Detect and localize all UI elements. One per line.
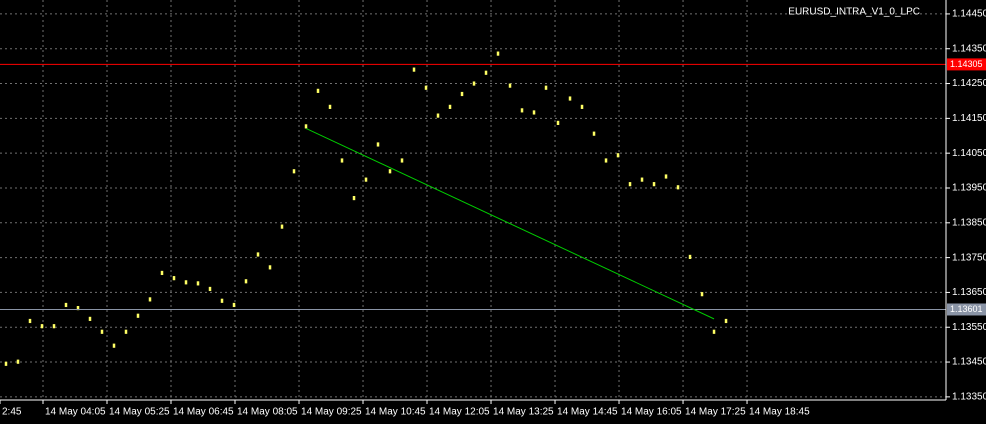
y-tick-label: 1.14450	[952, 9, 986, 20]
price-tag	[947, 58, 986, 71]
price-tag-label: 1.13601	[950, 304, 983, 314]
x-tick-label: 14 May 12:05	[429, 407, 490, 418]
price-tag-label: 1.14305	[950, 59, 983, 69]
x-tick-label: 14 May 10:45	[365, 407, 426, 418]
y-tick-label: 1.13750	[952, 252, 986, 263]
x-tick-label: 14 May 05:25	[109, 407, 170, 418]
x-tick-label: 14 May 14:45	[557, 407, 618, 418]
x-tick-label: 14 May 17:25	[685, 407, 746, 418]
y-tick-label: 1.13550	[952, 322, 986, 333]
chart-title: EURUSD_INTRA_V1_0_LPC	[788, 7, 920, 18]
x-tick-label: 14 May 16:05	[621, 407, 682, 418]
y-tick-label: 1.13350	[952, 392, 986, 403]
y-tick-label: 1.13950	[952, 183, 986, 194]
x-tick-label: 14 May 06:45	[173, 407, 234, 418]
x-tick-label: 14 May 08:05	[237, 407, 298, 418]
x-tick-label: 14 May 09:25	[301, 407, 362, 418]
grid	[0, 0, 946, 400]
y-tick-label: 1.13850	[952, 217, 986, 228]
x-tick-label: 14 May 13:25	[493, 407, 554, 418]
x-tick-label: 2:45	[2, 407, 22, 418]
y-tick-label: 1.14250	[952, 78, 986, 89]
plot-area	[0, 51, 946, 366]
trendline	[305, 128, 715, 320]
y-tick-label: 1.14050	[952, 148, 986, 159]
y-tick-label: 1.13450	[952, 357, 986, 368]
price-tag	[947, 303, 986, 316]
axes: 1.14450 1.14350 1.14250 1.14150 1.14050 1.139…	[0, 9, 986, 418]
y-tick-label: 1.14350	[952, 43, 986, 54]
y-tick-label: 1.14150	[952, 113, 986, 124]
x-tick-label: 14 May 18:45	[749, 407, 810, 418]
x-tick-label: 14 May 04:05	[45, 407, 106, 418]
y-tick-label: 1.13650	[952, 287, 986, 298]
